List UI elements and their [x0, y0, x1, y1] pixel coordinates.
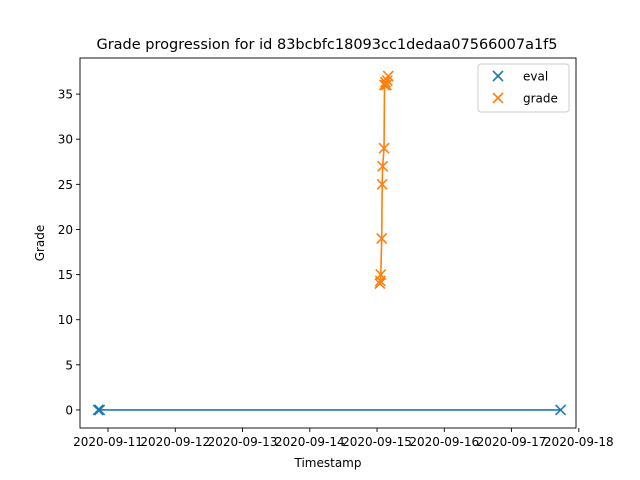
x-axis-label: Timestamp	[294, 456, 362, 470]
legend-label-eval: eval	[523, 70, 548, 84]
series-eval	[92, 404, 567, 416]
data-point-grade-5	[377, 160, 389, 172]
x-tick-label: 2020-09-12	[140, 435, 210, 449]
x-tick-label: 2020-09-15	[342, 435, 412, 449]
data-point-eval-2	[555, 404, 567, 416]
chart-title: Grade progression for id 83bcbfc18093cc1…	[96, 37, 557, 53]
y-axis-ticks: 0 5 10 15 20 25 30 35	[58, 88, 80, 417]
data-point-grade-2	[375, 269, 387, 281]
x-tick-label: 2020-09-11	[73, 435, 143, 449]
data-point-grade-4	[376, 178, 388, 190]
x-axis-ticks: 2020-09-112020-09-122020-09-132020-09-14…	[73, 428, 614, 449]
data-point-eval-1	[94, 404, 106, 416]
data-point-grade-3	[376, 232, 388, 245]
x-tick-label: 2020-09-18	[544, 435, 614, 449]
x-tick-label: 2020-09-16	[409, 435, 479, 449]
y-tick-label: 20	[58, 223, 73, 237]
plot-marks	[92, 70, 567, 416]
data-point-grade-6	[378, 142, 390, 154]
y-tick-label: 25	[58, 178, 73, 192]
data-point-eval-0	[92, 404, 104, 416]
legend-label-grade: grade	[523, 92, 558, 106]
y-tick-label: 0	[65, 403, 73, 417]
y-tick-label: 5	[65, 358, 73, 372]
data-point-grade-11	[382, 70, 394, 82]
y-tick-label: 35	[58, 88, 73, 102]
series-grade	[374, 70, 394, 290]
y-axis-label: Grade	[33, 225, 47, 262]
y-tick-label: 30	[58, 133, 73, 147]
legend: eval grade	[477, 63, 570, 113]
y-tick-label: 15	[58, 268, 73, 282]
data-point-grade-0	[374, 278, 386, 290]
legend-marker-eval	[492, 70, 504, 82]
legend-marker-grade	[492, 92, 504, 104]
data-point-grade-10	[381, 74, 393, 87]
data-point-grade-9	[380, 79, 392, 91]
plot-area-frame	[79, 57, 577, 429]
x-tick-label: 2020-09-13	[208, 435, 278, 449]
y-tick-label: 10	[58, 313, 73, 327]
x-tick-label: 2020-09-14	[275, 435, 345, 449]
x-tick-label: 2020-09-17	[477, 435, 547, 449]
